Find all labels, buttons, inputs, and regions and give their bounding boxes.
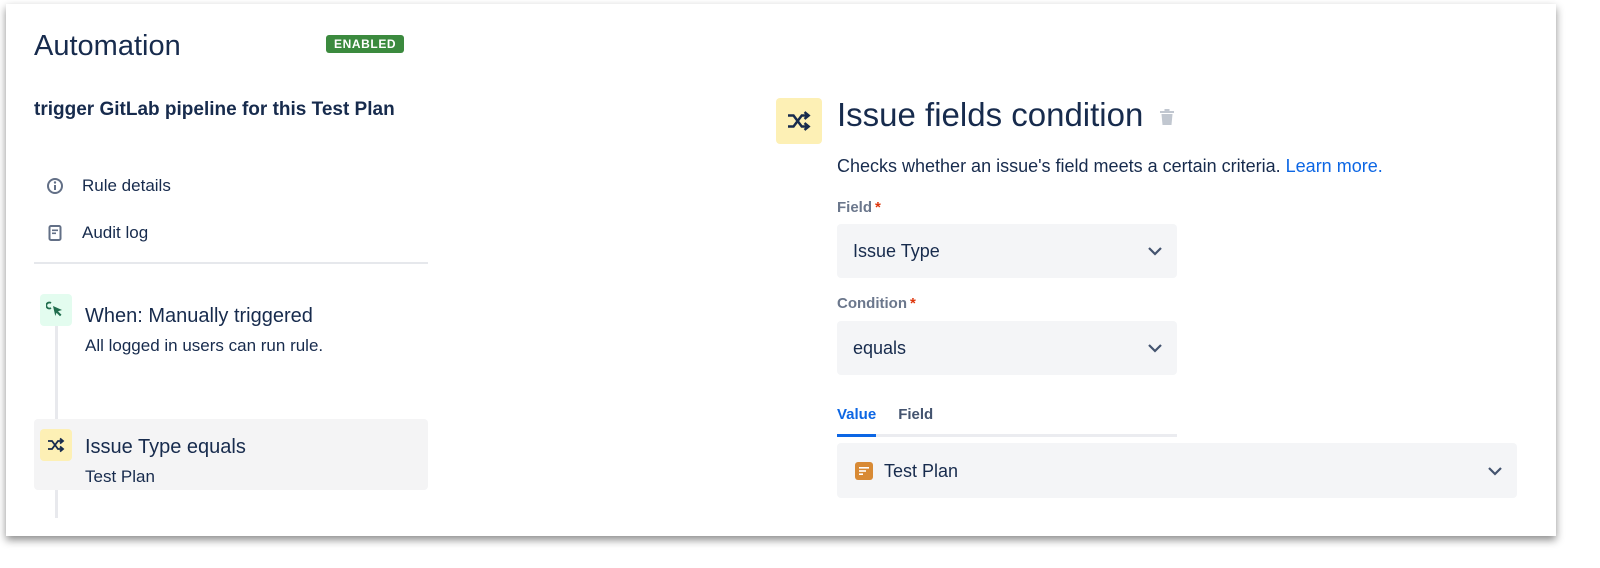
shuffle-icon bbox=[40, 429, 72, 461]
field-label: Field * bbox=[837, 199, 881, 216]
nav-audit-log[interactable]: Audit log bbox=[46, 223, 148, 243]
chevron-down-icon bbox=[1148, 344, 1162, 353]
step-condition-subtitle: Test Plan bbox=[85, 467, 155, 486]
description-text: Checks whether an issue's field meets a … bbox=[837, 156, 1281, 176]
panel-title-text: Issue fields condition bbox=[837, 96, 1144, 133]
trash-icon[interactable] bbox=[1159, 107, 1175, 127]
required-marker: * bbox=[909, 295, 916, 312]
cursor-click-icon bbox=[40, 294, 72, 326]
step-condition-selected[interactable] bbox=[34, 419, 428, 490]
step-trigger-title[interactable]: When: Manually triggered bbox=[85, 305, 313, 327]
shuffle-icon bbox=[776, 98, 822, 144]
rule-name: trigger GitLab pipeline for this Test Pl… bbox=[34, 99, 395, 120]
learn-more-link[interactable]: Learn more. bbox=[1285, 156, 1383, 176]
nav-rule-details[interactable]: Rule details bbox=[46, 176, 171, 196]
test-plan-icon bbox=[855, 461, 873, 480]
panel-title: Issue fields condition bbox=[837, 96, 1175, 134]
page-title: Automation bbox=[34, 30, 181, 62]
value-tabs: Value Field bbox=[837, 404, 1177, 437]
condition-label-text: Condition bbox=[837, 295, 907, 312]
value-select-content: Test Plan bbox=[855, 460, 958, 482]
value-select-text: Test Plan bbox=[884, 460, 959, 481]
divider bbox=[34, 262, 428, 264]
condition-select-value: equals bbox=[853, 337, 907, 358]
info-icon bbox=[47, 178, 63, 194]
required-marker: * bbox=[875, 199, 881, 216]
nav-label: Audit log bbox=[82, 223, 149, 242]
field-select-value: Issue Type bbox=[853, 240, 940, 261]
chevron-down-icon bbox=[1148, 247, 1162, 256]
field-select[interactable]: Issue Type bbox=[837, 224, 1177, 278]
tab-field[interactable]: Field bbox=[898, 406, 934, 423]
nav-label: Rule details bbox=[82, 176, 171, 195]
step-condition-title[interactable]: Issue Type equals bbox=[85, 436, 246, 458]
status-badge: ENABLED bbox=[326, 35, 405, 53]
chevron-down-icon bbox=[1488, 466, 1502, 476]
document-icon bbox=[48, 225, 62, 241]
field-label-text: Field bbox=[837, 199, 873, 216]
step-trigger-subtitle: All logged in users can run rule. bbox=[85, 336, 324, 355]
panel-description: Checks whether an issue's field meets a … bbox=[837, 156, 1383, 177]
value-select[interactable]: Test Plan bbox=[837, 443, 1517, 498]
tab-value[interactable]: Value bbox=[837, 404, 877, 437]
condition-label: Condition * bbox=[837, 295, 916, 312]
condition-select[interactable]: equals bbox=[837, 321, 1177, 375]
